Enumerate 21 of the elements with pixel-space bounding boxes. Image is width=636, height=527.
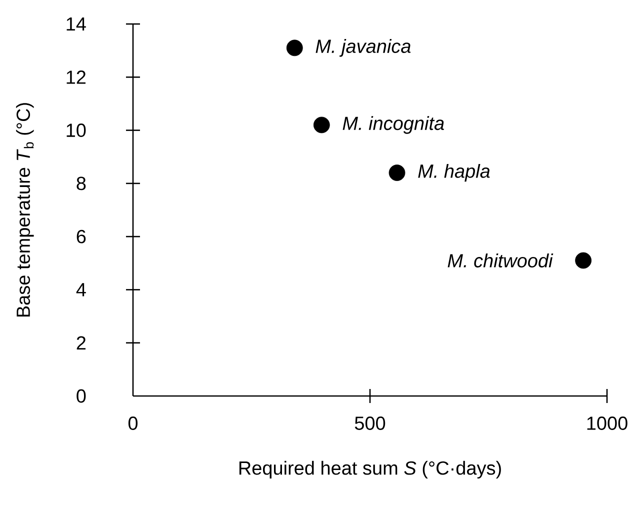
y-tick-label: 14 — [66, 17, 86, 31]
y-tick-label: 12 — [66, 70, 86, 84]
point — [388, 164, 406, 181]
y-tick-label: 4 — [76, 283, 86, 296]
y-tick-label: 6 — [76, 230, 86, 244]
point — [286, 40, 303, 56]
y-axis-title: Base temperature T$_{b}$ (°C) — [16, 103, 34, 317]
y-tick-label: 0 — [76, 389, 86, 403]
x-tick-label: 0 — [128, 416, 138, 430]
annotation: M. incognita — [342, 116, 444, 134]
x-tick-label: 500 — [354, 416, 386, 430]
point — [575, 252, 592, 269]
x-axis-title: Required heat sum S (°C·days) — [239, 460, 501, 479]
annotation: M. javanica — [316, 39, 411, 57]
y-tick-label: 8 — [76, 176, 86, 190]
y-tick-label: 10 — [66, 124, 86, 138]
annotation: M. hapla — [418, 164, 490, 182]
point — [313, 116, 330, 134]
y-tick-label: 2 — [76, 336, 86, 350]
annotation: M. chitwoodi — [448, 254, 554, 268]
x-tick-label: 1000 — [587, 416, 628, 430]
